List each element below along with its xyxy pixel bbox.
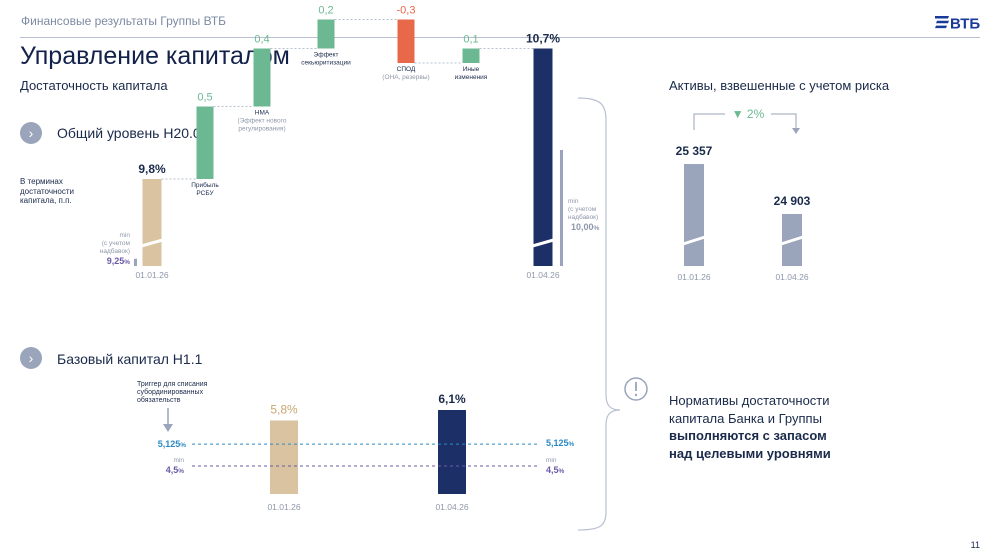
n20-side-note: В терминах достаточности капитала, п.п. — [20, 177, 74, 206]
rwa-value-label: 24 903 — [774, 194, 811, 208]
waterfall-category-label: РСБУ — [196, 190, 214, 197]
reference-value-label: 5,125% — [546, 438, 575, 448]
waterfall-category-label: СПОД — [397, 66, 416, 73]
svg-text:ВТБ: ВТБ — [950, 16, 980, 33]
n20-title: Общий уровень Н20.0 — [57, 125, 201, 141]
axis-break-mark — [532, 238, 554, 248]
logo-stripes-icon — [934, 16, 949, 29]
chevron-right-icon: › — [28, 350, 34, 366]
min-end-label: (с учетом — [568, 206, 597, 213]
axis-break-mark — [141, 238, 163, 248]
change-label: ▼ 2% — [732, 107, 765, 121]
waterfall-category-label: НМА — [255, 110, 270, 117]
vtb-logo: ВТБ — [934, 12, 981, 33]
min-marker-end — [560, 150, 563, 266]
n11-bar — [270, 420, 298, 494]
rwa-date-label: 01.04.26 — [775, 272, 808, 282]
waterfall-category-label: изменения — [455, 74, 488, 81]
rwa-date-label: 01.01.26 — [677, 272, 710, 282]
min-end-label: min — [568, 198, 579, 205]
n11-value-label: 5,8% — [270, 403, 298, 417]
min-label-right: min — [546, 457, 557, 464]
min-end-value: 10,00% — [571, 222, 600, 232]
n11-bar — [438, 410, 466, 494]
page-title: Управление капиталом — [20, 42, 290, 70]
min-marker-start — [134, 258, 137, 266]
waterfall-category-label: секьюритизации — [301, 60, 351, 67]
axis-break-mark — [682, 235, 706, 246]
min-start-label: min — [120, 232, 131, 239]
header-divider — [20, 37, 980, 38]
note-line-3: выполняются с запасом — [669, 428, 827, 444]
reference-value-label: 4,5% — [546, 465, 565, 475]
brace-divider — [577, 97, 621, 531]
exclamation-icon — [624, 377, 648, 401]
waterfall-bar — [462, 48, 480, 63]
change-label-bg — [725, 106, 771, 122]
waterfall-value-label: 10,7% — [526, 32, 560, 46]
waterfall-category-label: (Эффект нового — [238, 118, 287, 125]
axis-break-mark — [780, 235, 804, 246]
note-line-1: Нормативы достаточности — [669, 393, 830, 408]
waterfall-date-label: 01.01.26 — [135, 270, 168, 280]
n11-expand-button[interactable]: › — [20, 347, 42, 369]
n11-value-label: 6,1% — [438, 392, 466, 406]
page-number: 11 — [970, 540, 980, 550]
waterfall-category-label: Прибыль — [191, 181, 219, 189]
waterfall-value-label: 0,5 — [197, 92, 212, 104]
conclusion-note: Нормативы достаточности капитала Банка и… — [669, 392, 831, 462]
waterfall-date-label: 01.04.26 — [526, 270, 559, 280]
waterfall-value-label: 0,1 — [463, 34, 478, 46]
chevron-right-icon: › — [28, 125, 34, 141]
min-label-left: min — [174, 457, 185, 464]
min-start-value: 9,25% — [107, 256, 131, 266]
n11-date-label: 01.04.26 — [435, 502, 468, 512]
waterfall-bar — [397, 19, 415, 63]
waterfall-value-label: 0,4 — [254, 34, 269, 46]
note-line-4: над целевыми уровнями — [669, 445, 831, 461]
waterfall-category-label: Эффект — [314, 52, 339, 59]
left-section-title: Достаточность капитала — [20, 78, 168, 93]
waterfall-bar — [533, 48, 553, 266]
n11-title: Базовый капитал Н1.1 — [57, 351, 203, 367]
waterfall-category-label: Иные — [463, 66, 480, 73]
change-arrow-icon — [792, 128, 800, 134]
waterfall-bar — [142, 179, 162, 266]
right-section-title: Активы, взвешенные с учетом риска — [669, 78, 890, 93]
rwa-value-label: 25 357 — [676, 144, 713, 158]
n20-expand-button[interactable]: › — [20, 122, 42, 144]
waterfall-category-label: (ОНА, резервы) — [382, 74, 429, 81]
reference-value-label: 5,125% — [158, 439, 187, 449]
waterfall-category-label: регулирования) — [238, 126, 285, 133]
waterfall-value-label: 0,2 — [318, 5, 333, 17]
n11-date-label: 01.01.26 — [267, 502, 300, 512]
waterfall-value-label: 9,8% — [138, 162, 166, 176]
waterfall-bar — [196, 106, 214, 179]
reference-value-label: 4,5% — [166, 465, 185, 475]
trigger-arrow-head — [163, 424, 173, 432]
min-start-label: (с учетом — [102, 240, 131, 247]
waterfall-bar — [253, 48, 271, 107]
note-line-2: капитала Банка и Группы — [669, 410, 822, 426]
min-end-label: надбавок) — [568, 213, 598, 221]
header-subtitle: Финансовые результаты Группы ВТБ — [21, 14, 227, 28]
waterfall-value-label: -0,3 — [397, 5, 416, 17]
trigger-note: Триггер для списания субординированных о… — [137, 381, 208, 405]
waterfall-bar — [317, 19, 335, 49]
rwa-bar — [684, 164, 704, 266]
min-start-label: надбавок) — [100, 247, 130, 255]
